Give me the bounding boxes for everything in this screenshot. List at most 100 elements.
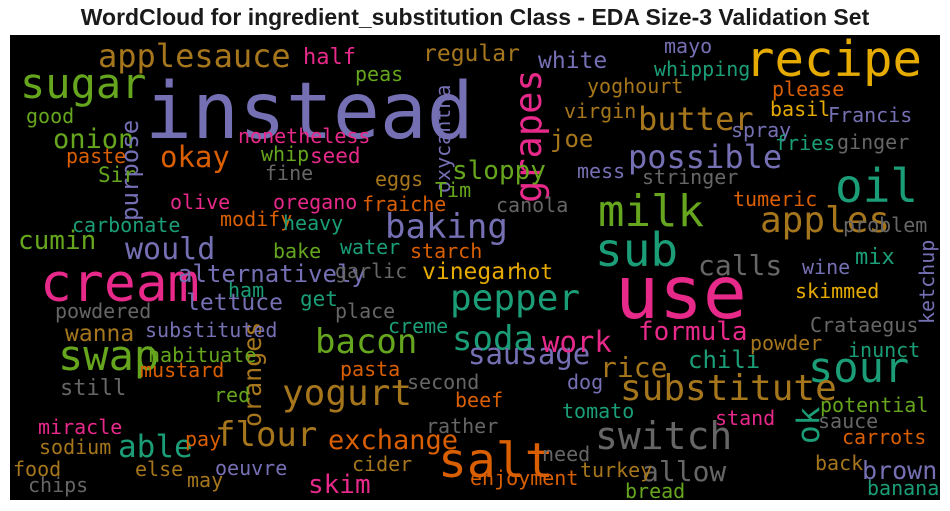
word-regular: regular: [423, 41, 520, 67]
word-oregano: oregano: [273, 190, 358, 214]
word-carbonate: carbonate: [72, 213, 181, 237]
word-use: use: [615, 251, 747, 336]
word-please: please: [772, 77, 845, 101]
word-fine: fine: [265, 161, 314, 185]
word-beef: beef: [455, 388, 504, 412]
word-bake: bake: [273, 239, 322, 263]
word-formula: formula: [638, 317, 748, 347]
word-alternatively: alternatively: [178, 260, 366, 288]
word-salt: salt: [438, 433, 554, 489]
word-crataegus: Crataegus: [810, 313, 919, 337]
word-work: work: [542, 325, 612, 359]
word-cream: cream: [40, 253, 200, 314]
word-baking: baking: [385, 207, 508, 247]
word-potential: potential: [820, 393, 929, 417]
word-switch: switch: [595, 414, 733, 458]
word-exchange: exchange: [328, 425, 459, 456]
word-vinegar: vinegar: [422, 259, 519, 285]
word-fraiche: fraiche: [362, 192, 447, 216]
word-sausage: sausage: [468, 337, 591, 371]
word-powder: powder: [750, 331, 823, 355]
word-olive: olive: [170, 190, 231, 214]
word-sauce: sauce: [818, 409, 879, 433]
word-food: food: [13, 457, 62, 481]
word-nonetheless: nonetheless: [238, 124, 371, 148]
word-bacon: bacon: [315, 322, 418, 362]
word-recipe: recipe: [745, 35, 923, 88]
word-still: still: [60, 376, 127, 401]
word-stringer: stringer: [642, 165, 739, 189]
word-skimmed: skimmed: [795, 279, 880, 303]
word-inunct: inunct: [848, 338, 921, 362]
word-starch: starch: [410, 239, 483, 263]
word-cumin: cumin: [18, 226, 97, 256]
word-miracle: miracle: [38, 415, 123, 439]
word-modify: modify: [220, 207, 293, 231]
word-oeuvre: oeuvre: [215, 456, 288, 480]
word-sloppy: sloppy: [452, 156, 546, 186]
word-basil: basil: [770, 97, 831, 121]
word-tomato: tomato: [562, 399, 635, 423]
word-butter: butter: [638, 100, 754, 138]
word-red: red: [214, 383, 251, 407]
word-flour: flour: [215, 415, 318, 455]
word-sir: Sir: [98, 163, 136, 187]
word-wine: wine: [802, 255, 851, 279]
word-skim: skim: [308, 470, 371, 500]
word-habituate: habituate: [148, 343, 257, 367]
word-joe: joe: [550, 125, 594, 153]
word-mix: mix: [855, 245, 895, 270]
word-able: able: [118, 429, 193, 465]
word-cloud-canvas: instead use cream recipe salt oil sub milk sugar…: [10, 35, 940, 500]
word-pepper: pepper: [450, 278, 581, 319]
word-allow: allow: [642, 455, 727, 488]
word-okay: okay: [160, 140, 230, 174]
word-chips: chips: [28, 473, 89, 497]
word-milk: milk: [598, 186, 704, 237]
word-white: white: [538, 48, 608, 74]
word-soda: soda: [452, 319, 534, 359]
word-stand: stand: [715, 406, 776, 430]
word-calls: calls: [698, 249, 783, 282]
word-rice: rice: [600, 351, 668, 384]
word-pasta: pasta: [340, 357, 401, 381]
word-spray: spray: [731, 118, 792, 142]
word-second: second: [407, 370, 480, 394]
word-eggs: eggs: [375, 167, 424, 191]
word-seed: seed: [310, 144, 361, 168]
word-bananas: bananas: [867, 476, 940, 500]
word-else: else: [135, 457, 184, 481]
word-back: back: [815, 451, 864, 475]
word-turkey: turkey: [580, 458, 653, 482]
word-substitute: substitute: [620, 368, 837, 409]
word-francis: Francis: [828, 103, 913, 127]
word-sour: sour: [808, 343, 910, 392]
word-sub: sub: [595, 223, 679, 277]
word-paste: paste: [66, 144, 127, 168]
word-instead: instead: [145, 67, 474, 157]
word-mayo: mayo: [664, 35, 713, 58]
word-canola: canola: [496, 193, 569, 217]
word-ketchup: ketchup: [915, 239, 939, 324]
word-enjoyment: enjoyment: [470, 466, 579, 490]
word-creme: creme: [388, 314, 449, 338]
word-ginger: ginger: [837, 130, 910, 154]
word-chili: chili: [688, 346, 761, 374]
word-problem: problem: [843, 213, 928, 237]
word-whip: whip: [261, 142, 310, 166]
word-tim: Tim: [435, 178, 472, 202]
word-ham: ham: [228, 278, 265, 302]
word-swap: swap: [58, 331, 160, 380]
word-carrots: carrots: [842, 425, 927, 449]
word-yoghourt: yoghourt: [587, 74, 684, 98]
word-mustard: mustard: [140, 358, 225, 382]
word-pay: pay: [185, 427, 222, 451]
word-tumeric: tumeric: [733, 187, 818, 211]
word-good: good: [26, 104, 75, 128]
word-rather: rather: [426, 414, 499, 438]
word-applesauce: applesauce: [98, 37, 291, 75]
word-possible: possible: [628, 138, 783, 176]
word-half: half: [303, 45, 356, 70]
word-peas: peas: [355, 62, 404, 86]
word-oil: oil: [835, 159, 919, 213]
